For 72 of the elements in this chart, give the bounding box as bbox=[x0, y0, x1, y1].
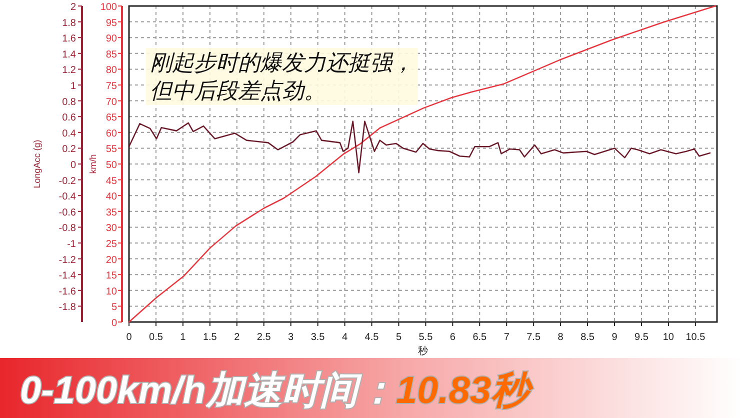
y2-tick-label: 1.4 bbox=[62, 49, 76, 60]
x-tick-label: 2.5 bbox=[256, 332, 272, 343]
x-tick-label: 0 bbox=[126, 332, 132, 343]
x-tick-label: 3.5 bbox=[310, 332, 326, 343]
x-tick-label: 6 bbox=[450, 332, 456, 343]
x-tick-label: 0.5 bbox=[149, 332, 164, 343]
y2-tick-label: -1.2 bbox=[58, 254, 76, 266]
y2-tick-label: -0.2 bbox=[58, 176, 76, 187]
x-tick-label: 7 bbox=[504, 332, 510, 343]
x-tick-label: 3 bbox=[288, 332, 294, 343]
y2-tick-label: 1 bbox=[70, 81, 76, 92]
y2-tick-label: 0.8 bbox=[62, 96, 76, 108]
x-tick-label: 5 bbox=[396, 332, 402, 343]
x-axis-title: 秒 bbox=[418, 345, 428, 357]
y2-tick-label: 0.6 bbox=[62, 112, 76, 124]
y2-tick-label: -0.6 bbox=[58, 207, 76, 218]
y2-tick-label: -1.4 bbox=[58, 270, 76, 282]
y-tick-label: 35 bbox=[106, 207, 118, 218]
y-tick-label: 55 bbox=[106, 144, 118, 156]
annotation: 但中后段差点劲。 bbox=[150, 78, 326, 103]
y2-axis-title: LongAcc (g) bbox=[32, 140, 42, 188]
x-tick-label: 8.5 bbox=[580, 332, 595, 343]
y2-tick-label: -0.8 bbox=[58, 223, 76, 234]
y2-tick-label: 1.8 bbox=[62, 18, 76, 29]
y2-tick-label: 2 bbox=[70, 2, 76, 13]
y2-tick-label: 0 bbox=[70, 160, 76, 171]
y-axis-title: km/h bbox=[88, 154, 98, 174]
y-tick-label: 90 bbox=[106, 34, 118, 45]
y-tick-label: 5 bbox=[111, 302, 118, 314]
y-tick-label: 75 bbox=[106, 81, 118, 92]
y-tick-label: 95 bbox=[106, 18, 118, 29]
line-series bbox=[128, 120, 711, 174]
x-tick-label: 4 bbox=[342, 332, 348, 343]
y2-tick-label: -1.8 bbox=[58, 302, 76, 314]
y-tick-label: 30 bbox=[106, 223, 118, 234]
y2-tick-label: -0.4 bbox=[58, 192, 76, 203]
x-tick-label: 5.5 bbox=[418, 332, 434, 343]
y-tick-label: 65 bbox=[106, 112, 118, 124]
y2-tick-label: 1.2 bbox=[62, 65, 76, 76]
x-tick-label: 10.5 bbox=[686, 332, 706, 343]
x-tick-label: 4.5 bbox=[364, 332, 380, 343]
y2-tick-label: 0.2 bbox=[62, 144, 76, 156]
x-tick-label: 6.5 bbox=[472, 332, 488, 343]
y2-tick-label: 1.6 bbox=[62, 34, 76, 45]
y2-tick-label: -1 bbox=[67, 239, 76, 250]
x-tick-label: 7.5 bbox=[526, 332, 541, 343]
text: 10.83秒 bbox=[396, 370, 534, 412]
x-tick-label: 2 bbox=[234, 332, 240, 343]
y2-tick-label: -1.6 bbox=[58, 286, 76, 298]
y-tick-label: 10 bbox=[106, 286, 118, 298]
y-tick-label: 25 bbox=[106, 239, 118, 250]
y-tick-label: 45 bbox=[106, 176, 118, 187]
x-tick-label: 10 bbox=[662, 332, 674, 343]
y-tick-label: 80 bbox=[106, 65, 118, 76]
annotation: 刚起步时的爆发力还挺强， bbox=[150, 50, 414, 75]
y-tick-label: 100 bbox=[100, 2, 118, 13]
text: 0-100km/h加速时间： bbox=[20, 370, 396, 412]
y-tick-label: 40 bbox=[106, 192, 118, 203]
y2-tick-label: 0.4 bbox=[62, 128, 76, 140]
x-tick-label: 9.5 bbox=[634, 332, 649, 343]
y-tick-label: 20 bbox=[106, 254, 118, 266]
y-tick-label: 50 bbox=[106, 160, 118, 171]
y-tick-label: 70 bbox=[106, 96, 118, 108]
x-tick-label: 8 bbox=[558, 332, 564, 343]
x-tick-label: 1 bbox=[180, 332, 186, 343]
x-tick-label: 1.5 bbox=[202, 332, 218, 343]
line-series bbox=[128, 5, 716, 323]
y-tick-label: 60 bbox=[106, 128, 118, 140]
y-tick-label: 15 bbox=[106, 270, 118, 282]
y-tick-label: 0 bbox=[111, 318, 118, 329]
x-tick-label: 9 bbox=[612, 332, 618, 343]
y-tick-label: 85 bbox=[106, 49, 118, 60]
